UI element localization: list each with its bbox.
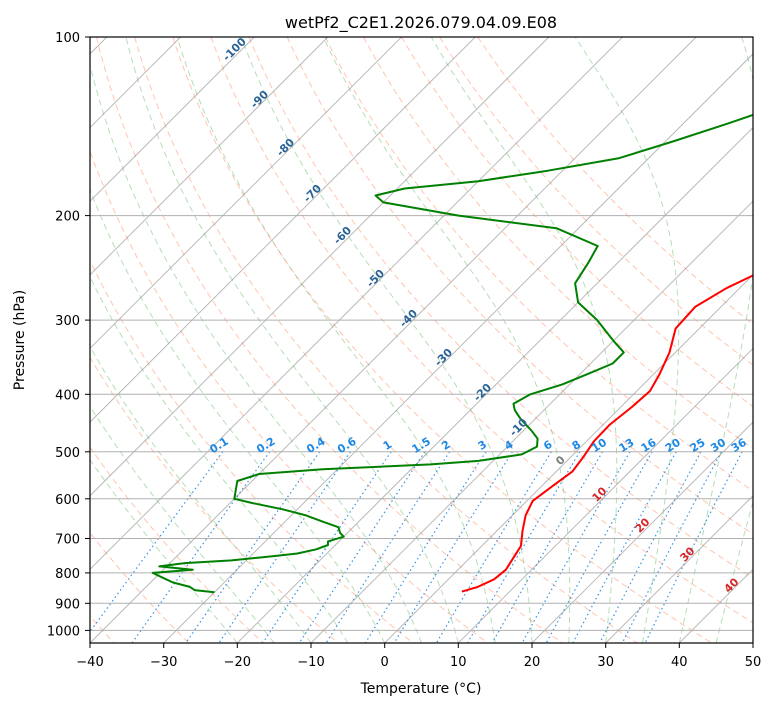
mixing-ratio-line (521, 451, 631, 643)
profile-lines (151, 113, 753, 594)
isotherm (90, 37, 402, 350)
isotherm (384, 274, 753, 643)
mixing-ratio-line (621, 451, 722, 643)
moist-adiabat (90, 62, 422, 643)
dry-adiabat (90, 356, 339, 643)
x-tick-label: 0 (381, 655, 389, 670)
axes: −40 −30 −20 −10 0 10 20 30 40 50 100 200 300 400 500 60… (47, 31, 761, 670)
background-lines (90, 37, 753, 643)
moist-adiabat (715, 500, 753, 643)
mixing-ratio-line (364, 451, 487, 643)
moist-adiabat (430, 37, 618, 643)
isotherm (236, 126, 753, 643)
isotherm (90, 37, 329, 276)
x-tick-label: 10 (450, 655, 467, 670)
dry-adiabat (96, 37, 563, 643)
isotherm (90, 37, 476, 423)
dry-adiabat (439, 37, 753, 366)
moist-adiabat (240, 37, 533, 643)
isotherm (310, 200, 753, 643)
mixing-ratio-line (298, 451, 426, 643)
x-tick-label: −10 (297, 655, 324, 670)
dry-adiabat (477, 37, 753, 325)
x-tick-label: 20 (524, 655, 541, 670)
dry-adiabat (134, 37, 638, 643)
x-tick-label: −20 (224, 655, 251, 670)
moist-adiabat (90, 188, 386, 643)
y-tick-label: 500 (55, 446, 80, 461)
isotherm (90, 37, 255, 202)
moist-adiabat (322, 37, 571, 643)
dry-adiabat (90, 446, 264, 643)
chart-title: wetPf2_C2E1.2026.079.04.09.E08 (285, 13, 557, 33)
dry-adiabat (90, 149, 488, 643)
isotherm (90, 37, 550, 497)
mixing-ratio-line (545, 451, 653, 643)
mixing-ratio-line (599, 451, 702, 643)
y-tick-label: 600 (55, 493, 80, 508)
mixing-ratio-line (466, 451, 581, 643)
moist-adiabat (678, 37, 753, 643)
dry-adiabat (286, 37, 753, 535)
x-tick-label: 30 (597, 655, 614, 670)
moist-adiabat (90, 275, 349, 643)
y-tick-label: 1000 (47, 624, 80, 639)
y-tick-label: 900 (55, 597, 80, 612)
mixing-ratio-line (218, 451, 351, 643)
isotherm (90, 37, 623, 571)
moist-adiabat (125, 37, 459, 643)
dry-adiabat (172, 37, 712, 643)
moist-adiabat (176, 37, 496, 643)
dry-adiabat (324, 37, 753, 492)
x-axis-label: Temperature (°C) (360, 681, 482, 697)
mixing-ratio-line (90, 451, 224, 633)
y-tick-label: 700 (55, 533, 80, 548)
x-tick-label: −30 (150, 655, 177, 670)
mixing-ratio-line (435, 451, 552, 643)
dry-adiabat (210, 37, 753, 624)
isotherm (457, 347, 753, 643)
moist-adiabat (90, 458, 238, 643)
isotherm (90, 37, 697, 643)
temperature-profile-line (461, 274, 753, 593)
y-tick-label: 200 (55, 210, 80, 225)
dry-adiabat (248, 37, 753, 579)
y-tick-label: 100 (55, 31, 80, 46)
isotherm (605, 495, 753, 643)
isotherm (531, 421, 753, 643)
x-tick-label: 40 (671, 655, 688, 670)
y-tick-label: 300 (55, 314, 80, 329)
x-tick-label: −40 (76, 655, 103, 670)
y-tick-label: 800 (55, 567, 80, 582)
dewpoint-profile-line (151, 113, 753, 594)
y-tick-label: 400 (55, 388, 80, 403)
plot-frame (89, 36, 754, 644)
isotherm (163, 53, 753, 643)
mixing-ratio-line (572, 451, 677, 643)
x-tick-label: 50 (745, 655, 762, 670)
moist-adiabat (574, 37, 680, 643)
mixing-ratio-line (262, 451, 392, 643)
y-axis-label: Pressure (hPa) (12, 290, 28, 390)
